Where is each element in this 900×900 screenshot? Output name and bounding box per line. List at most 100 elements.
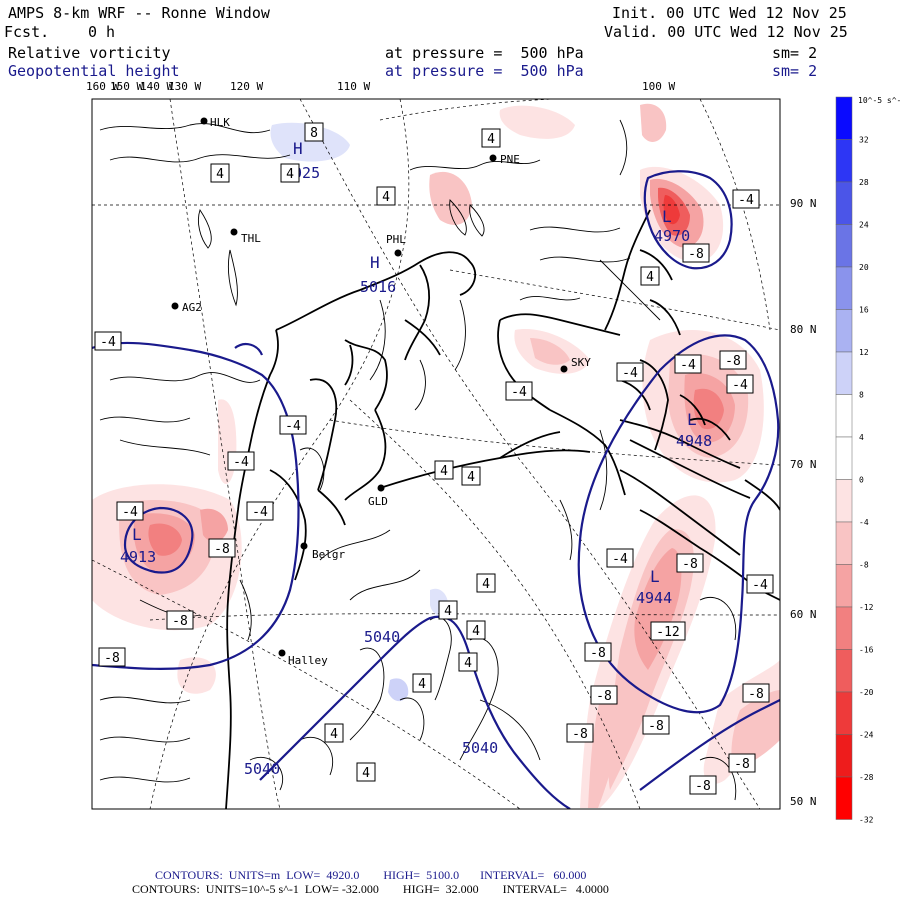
svg-text:-8: -8 xyxy=(596,689,612,704)
vorticity-label: -8 xyxy=(742,683,770,703)
svg-text:-4: -4 xyxy=(122,505,138,520)
lat-label: 80 N xyxy=(790,323,817,336)
svg-text:-8: -8 xyxy=(172,614,188,629)
vorticity-label: 4 xyxy=(412,673,432,693)
colorbar-swatch xyxy=(835,564,853,608)
field1-smoothing: sm= 2 xyxy=(772,44,818,62)
vorticity-label: -8 xyxy=(728,753,756,773)
colorbar-swatch xyxy=(835,521,853,565)
lon-label: 150 W xyxy=(110,80,143,93)
lat-label: 60 N xyxy=(790,608,817,621)
station-label: THL xyxy=(241,232,261,245)
colorbar-swatch xyxy=(835,224,853,268)
station-label: PNE xyxy=(500,153,520,166)
svg-text:-8: -8 xyxy=(572,727,588,742)
field2-name: Geopotential height xyxy=(8,62,180,80)
lon-label: 110 W xyxy=(337,80,370,93)
station-dot xyxy=(560,365,568,373)
low-letter: L xyxy=(132,525,142,544)
init-time: Init. 00 UTC Wed 12 Nov 25 xyxy=(612,4,847,22)
high-letter: H xyxy=(293,139,303,158)
vorticity-contours xyxy=(99,119,737,801)
station-label: Halley xyxy=(288,654,328,667)
vorticity-label: -4 xyxy=(246,501,274,521)
svg-text:4: 4 xyxy=(472,624,480,639)
svg-text:-4: -4 xyxy=(252,505,268,520)
vorticity-label: -4 xyxy=(505,381,533,401)
colorbar-swatch xyxy=(835,266,853,310)
vorticity-label: -8 xyxy=(566,723,594,743)
colorbar-swatch xyxy=(835,734,853,778)
vorticity-label: 8 xyxy=(304,122,324,142)
height-contour-info: CONTOURS: UNITS=m LOW= 4920.0 HIGH= 5100… xyxy=(155,868,587,882)
colorbar-unit: 10^-5 s^-1 xyxy=(858,96,900,105)
colorbar-tick: 28 xyxy=(859,178,869,187)
vorticity-label: -8 xyxy=(676,553,704,573)
low-letter: L xyxy=(687,410,697,429)
svg-text:-8: -8 xyxy=(682,557,698,572)
station-label: GLD xyxy=(368,495,388,508)
svg-text:-4: -4 xyxy=(752,578,768,593)
station-dot xyxy=(377,484,385,492)
svg-text:-8: -8 xyxy=(590,646,606,661)
vorticity-label: 4 xyxy=(476,573,496,593)
svg-text:-4: -4 xyxy=(622,366,638,381)
svg-text:4: 4 xyxy=(418,677,426,692)
station-label: AG2 xyxy=(182,301,202,314)
field1-level: at pressure = 500 hPa xyxy=(385,44,584,62)
svg-text:4: 4 xyxy=(382,190,390,205)
vorticity-contour-info: CONTOURS: UNITS=10^-5 s^-1 LOW= -32.000 … xyxy=(132,882,609,896)
svg-text:-8: -8 xyxy=(214,542,230,557)
graticule xyxy=(92,99,780,809)
svg-text:-8: -8 xyxy=(695,779,711,794)
vorticity-label: -8 xyxy=(166,610,194,630)
model-title: AMPS 8-km WRF -- Ronne Window xyxy=(8,4,270,22)
svg-text:-4: -4 xyxy=(285,419,301,434)
vorticity-label: 4 xyxy=(438,600,458,620)
vorticity-label: -8 xyxy=(689,775,717,795)
longitude-labels: 160 W 150 W 140 W 130 W 120 W 110 W 100 … xyxy=(86,80,675,93)
svg-text:4: 4 xyxy=(646,270,654,285)
lon-label: 160 W xyxy=(86,80,119,93)
vorticity-label: -4 xyxy=(726,374,754,394)
high-value: 5016 xyxy=(360,278,396,296)
field1-name: Relative vorticity xyxy=(8,44,171,62)
svg-text:4: 4 xyxy=(216,167,224,182)
lon-label: 140 W xyxy=(140,80,173,93)
svg-text:4: 4 xyxy=(464,656,472,671)
colorbar-tick: 16 xyxy=(859,306,869,315)
vorticity-label: -4 xyxy=(674,354,702,374)
vorticity-label: -8 xyxy=(682,243,710,263)
svg-text:-8: -8 xyxy=(104,651,120,666)
colorbar-swatch xyxy=(835,479,853,523)
vorticity-label: -4 xyxy=(616,362,644,382)
field2-smoothing: sm= 2 xyxy=(772,62,818,80)
low-value: 4944 xyxy=(636,589,672,607)
vorticity-label: 4 xyxy=(461,466,481,486)
station-dot xyxy=(278,649,286,657)
vorticity-label: 4 xyxy=(324,723,344,743)
colorbar: 10^-5 s^-1 32 28 24 20 16 12 8 4 0 -4 -8 -12 -16 -20 -2… xyxy=(835,96,900,825)
low-letter: L xyxy=(650,567,660,586)
field2-level: at pressure = 500 hPa xyxy=(385,62,584,80)
height-label: 5040 xyxy=(364,628,400,646)
vorticity-label: -4 xyxy=(227,451,255,471)
colorbar-tick: 4 xyxy=(859,433,864,442)
coastline xyxy=(225,209,780,809)
vorticity-label: -4 xyxy=(279,415,307,435)
height-label: 5040 xyxy=(244,760,280,778)
svg-text:-4: -4 xyxy=(738,193,754,208)
valid-time: Valid. 00 UTC Wed 12 Nov 25 xyxy=(604,23,848,41)
svg-text:4: 4 xyxy=(286,167,294,182)
vorticity-label: -8 xyxy=(584,642,612,662)
height-labels: 5040 5040 5040 xyxy=(244,628,498,778)
latitude-labels: 90 N 80 N 70 N 60 N 50 N xyxy=(790,197,817,808)
colorbar-swatch xyxy=(835,181,853,225)
svg-text:-8: -8 xyxy=(648,719,664,734)
vorticity-label: 4 xyxy=(376,186,396,206)
colorbar-swatch xyxy=(835,139,853,183)
colorbar-swatch xyxy=(835,309,853,353)
forecast-label: Fcst. xyxy=(4,23,50,41)
lat-label: 90 N xyxy=(790,197,817,210)
svg-text:4: 4 xyxy=(444,604,452,619)
